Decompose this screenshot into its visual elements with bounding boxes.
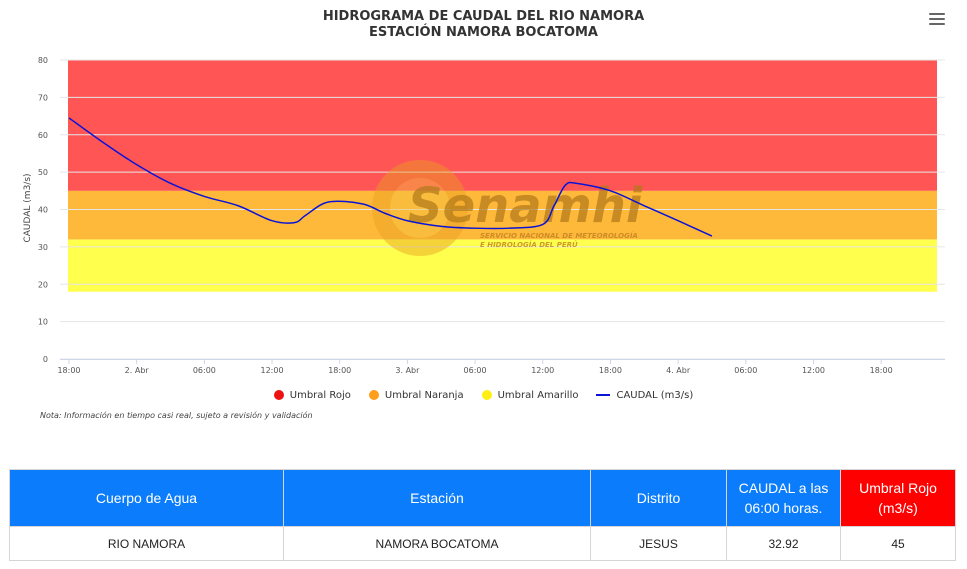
y-axis-label: CAUDAL (m3/s): [23, 173, 33, 242]
x-tick-label: 18:00: [328, 366, 351, 375]
legend-label: Umbral Rojo: [289, 389, 351, 401]
chart-subtitle: ESTACIÓN NAMORA BOCATOMA: [369, 25, 598, 40]
threshold-bands: [68, 60, 937, 292]
watermark-name: Senamhi: [408, 178, 643, 234]
band-umbral-rojo: [68, 60, 937, 191]
axes: 0 10 20 30 40 50 60 70 80 18:00 2. Abr 06:00 12:00 18…: [38, 56, 945, 375]
legend-item-caudal[interactable]: CAUDAL (m3/s): [596, 390, 693, 401]
y-tick-label: 60: [38, 131, 48, 140]
x-tick-label: 2. Abr: [125, 366, 150, 375]
station-table: Cuerpo de Agua Estación Distrito CAUDAL …: [9, 469, 956, 561]
legend-label: Umbral Amarillo: [497, 389, 579, 401]
x-tick-label: 4. Abr: [666, 366, 691, 375]
cell-caudal: 32.92: [726, 526, 841, 561]
hydrograph-chart: Senamhi SERVICIO NACIONAL DE METEOROLOGÍ…: [23, 56, 945, 375]
cell-umbral-rojo: 45: [840, 526, 956, 561]
caudal-line: [68, 117, 713, 237]
header-distrito: Distrito: [590, 469, 727, 527]
y-tick-label: 20: [38, 280, 48, 289]
x-tick-label: 18:00: [57, 366, 80, 375]
legend-label: Umbral Naranja: [384, 389, 464, 401]
x-tick-label: 12:00: [802, 366, 825, 375]
legend-dot-icon: [481, 390, 492, 400]
cell-estacion: NAMORA BOCATOMA: [283, 526, 591, 561]
chart-title: HIDROGRAMA DE CAUDAL DEL RIO NAMORA ESTA…: [0, 9, 967, 41]
caudal-series: [68, 117, 713, 237]
x-tick-label: 18:00: [870, 366, 893, 375]
legend-label: CAUDAL (m3/s): [616, 389, 694, 401]
y-tick-label: 50: [38, 168, 48, 177]
y-tick-label: 30: [38, 243, 48, 252]
chart-title-line1: HIDROGRAMA DE CAUDAL DEL RIO NAMORA: [322, 9, 645, 24]
legend-line-icon: [596, 394, 611, 396]
cell-cuerpo-de-agua: RIO NAMORA: [9, 526, 284, 561]
header-estacion: Estación: [283, 469, 591, 527]
header-umbral-rojo: Umbral Rojo (m3/s): [840, 469, 956, 527]
x-tick-label: 06:00: [464, 366, 487, 375]
legend-dot-icon: [273, 390, 284, 400]
table-row: RIO NAMORA NAMORA BOCATOMA JESUS 32.92 4…: [9, 526, 956, 561]
y-tick-label: 10: [38, 318, 48, 327]
x-tick-label: 12:00: [261, 366, 284, 375]
header-caudal: CAUDAL a las 06:00 horas.: [726, 469, 841, 527]
band-umbral-amarillo: [68, 239, 937, 292]
header-cuerpo-de-agua: Cuerpo de Agua: [9, 469, 284, 527]
y-tick-label: 40: [38, 206, 48, 215]
x-tick-label: 06:00: [734, 366, 757, 375]
x-tick-label: 06:00: [193, 366, 216, 375]
legend-item-umbral-amarillo[interactable]: Umbral Amarillo: [481, 389, 579, 401]
chart-legend: Umbral Rojo Umbral Naranja Umbral Amaril…: [0, 387, 967, 403]
table-header-row: Cuerpo de Agua Estación Distrito CAUDAL …: [9, 469, 956, 527]
x-tick-label: 3. Abr: [395, 366, 420, 375]
hamburger-menu-icon[interactable]: [929, 13, 945, 27]
legend-item-umbral-rojo[interactable]: Umbral Rojo: [273, 389, 351, 401]
y-tick-label: 0: [43, 355, 48, 364]
watermark-line2: E HIDROLOGÍA DEL PERÚ: [480, 240, 578, 249]
watermark-line1: SERVICIO NACIONAL DE METEOROLOGÍA: [480, 231, 638, 240]
legend-dot-icon: [368, 390, 379, 400]
data-note: Nota: Información en tiempo casi real, s…: [40, 411, 313, 420]
legend-item-umbral-naranja[interactable]: Umbral Naranja: [368, 389, 464, 401]
senamhi-watermark: Senamhi SERVICIO NACIONAL DE METEOROLOGÍ…: [372, 160, 643, 256]
y-tick-label: 80: [38, 56, 48, 65]
y-tick-label: 70: [38, 93, 48, 102]
x-tick-label: 12:00: [531, 366, 554, 375]
x-tick-label: 18:00: [599, 366, 622, 375]
sun-logo-icon: [372, 160, 468, 256]
cell-distrito: JESUS: [590, 526, 727, 561]
